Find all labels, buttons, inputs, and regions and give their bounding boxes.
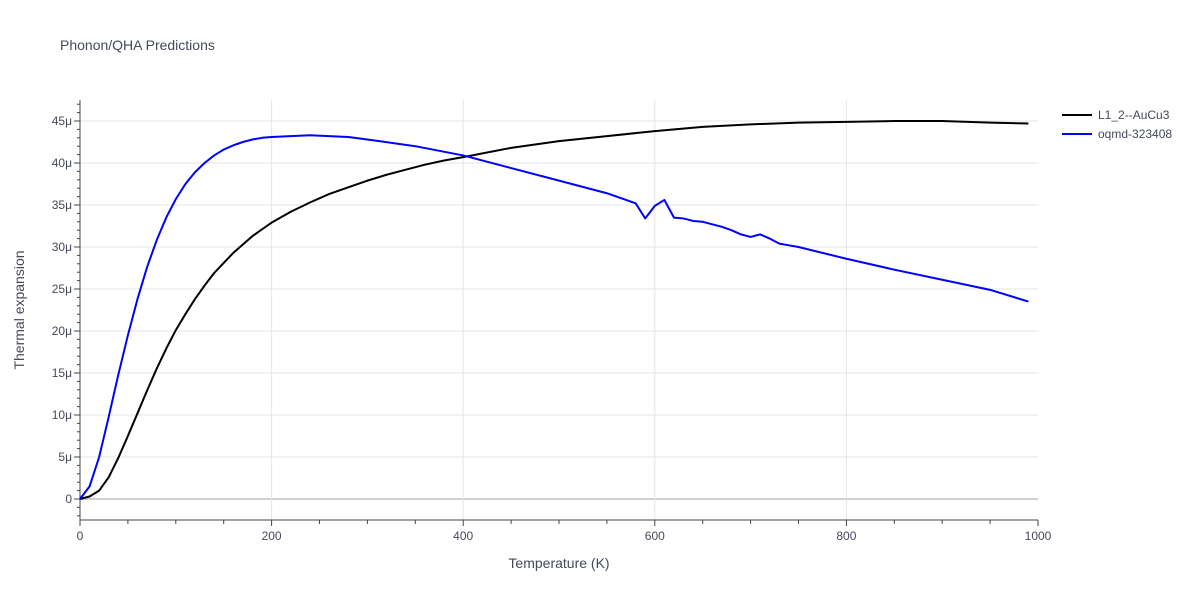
y-tick-label: 5μ bbox=[58, 450, 72, 464]
series-line-1 bbox=[79, 134, 1029, 500]
x-axis-title: Temperature (K) bbox=[508, 555, 609, 571]
y-tick-label: 0 bbox=[65, 492, 72, 506]
legend[interactable]: L1_2--AuCu3 oqmd-323408 bbox=[1062, 108, 1172, 141]
legend-item-label: oqmd-323408 bbox=[1098, 127, 1172, 141]
y-tick-label: 10μ bbox=[52, 408, 72, 422]
y-tick-label: 35μ bbox=[52, 198, 72, 212]
chart-title: Phonon/QHA Predictions bbox=[60, 37, 215, 53]
x-tick-label: 600 bbox=[645, 529, 665, 543]
legend-item-label: L1_2--AuCu3 bbox=[1098, 108, 1170, 122]
x-tick-label: 800 bbox=[836, 529, 856, 543]
y-axis-title: Thermal expansion bbox=[11, 250, 27, 369]
grid bbox=[80, 100, 1038, 520]
y-tick-label: 45μ bbox=[52, 114, 72, 128]
y-tick-label: 40μ bbox=[52, 156, 72, 170]
y-tick-label: 20μ bbox=[52, 324, 72, 338]
y-tick-label: 25μ bbox=[52, 282, 72, 296]
y-tick-label: 15μ bbox=[52, 366, 72, 380]
axes: 0 5μ 10μ 15μ 20μ 25μ 30μ 35μ 40μ 45μ 0 200 400 600 800… bbox=[52, 100, 1052, 543]
x-tick-label: 0 bbox=[77, 529, 84, 543]
plot-area bbox=[79, 120, 1029, 500]
x-tick-label: 1000 bbox=[1025, 529, 1052, 543]
series-line-0 bbox=[79, 120, 1029, 500]
x-tick-label: 200 bbox=[262, 529, 282, 543]
y-tick-label: 30μ bbox=[52, 240, 72, 254]
x-tick-label: 400 bbox=[453, 529, 473, 543]
